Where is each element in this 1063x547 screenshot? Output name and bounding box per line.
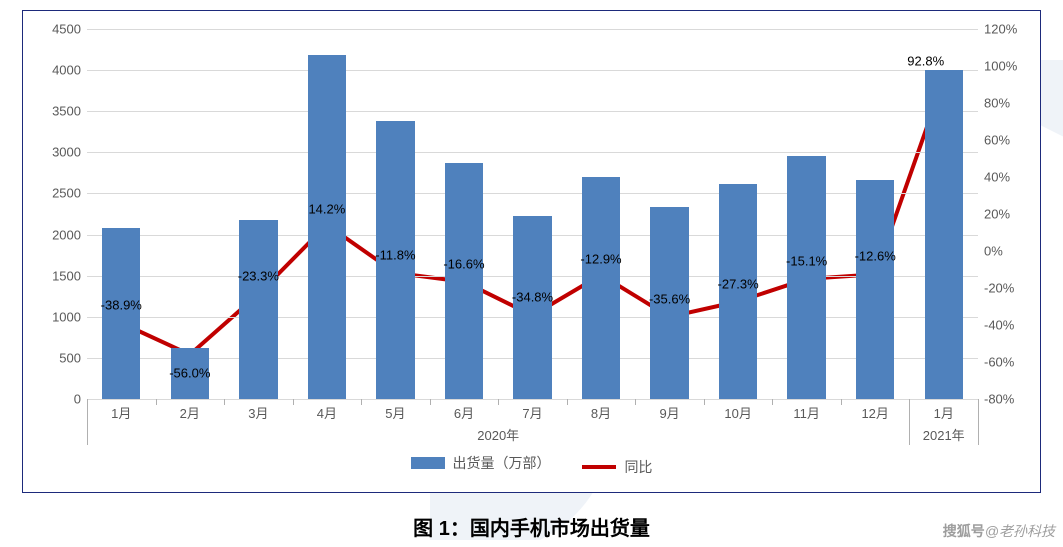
bar xyxy=(787,156,825,399)
line-data-label: -23.3% xyxy=(238,269,279,284)
y-right-tick: 80% xyxy=(978,96,1010,111)
x-tick xyxy=(498,399,499,405)
gridline xyxy=(87,399,978,400)
attribution-source: 搜狐号 xyxy=(943,523,985,539)
y-right-tick: 120% xyxy=(978,22,1017,37)
x-axis-years: 2020年 2021年 xyxy=(87,425,978,447)
y-left-tick: 3000 xyxy=(52,145,87,160)
x-tick-label: 12月 xyxy=(861,403,888,422)
legend-bar-label: 出货量（万部） xyxy=(453,453,551,473)
x-tick-label: 7月 xyxy=(522,403,542,422)
line-data-label: -34.8% xyxy=(512,290,553,305)
x-tick-label: 3月 xyxy=(248,403,268,422)
bar xyxy=(239,220,277,399)
x-tick-label: 11月 xyxy=(793,403,820,422)
y-left-tick: 0 xyxy=(74,392,87,407)
y-left-tick: 500 xyxy=(59,350,87,365)
y-left-tick: 2500 xyxy=(52,186,87,201)
legend-line-label: 同比 xyxy=(624,457,652,477)
bar xyxy=(308,55,346,399)
line-data-label: 14.2% xyxy=(308,201,345,216)
line-data-label: 92.8% xyxy=(907,54,944,69)
x-group-separator xyxy=(909,399,910,445)
legend-bar: 出货量（万部） xyxy=(411,453,551,473)
x-tick xyxy=(704,399,705,405)
legend-bar-swatch xyxy=(411,457,445,469)
x-tick xyxy=(635,399,636,405)
y-right-tick: -80% xyxy=(978,392,1014,407)
x-tick-label: 10月 xyxy=(724,403,751,422)
plot-area: 050010001500200025003000350040004500-80%… xyxy=(87,29,978,399)
x-tick-label: 2月 xyxy=(180,403,200,422)
x-tick xyxy=(772,399,773,405)
x-axis-months: 1月 2月 3月 4月 5月 6月 7月 8月 9月 10月 11月 12月 1月 xyxy=(87,403,978,425)
gridline xyxy=(87,152,978,153)
line-data-label: -12.9% xyxy=(580,251,621,266)
legend-line-swatch xyxy=(582,465,616,469)
attribution-author: @老孙科技 xyxy=(985,523,1055,539)
y-left-tick: 1000 xyxy=(52,309,87,324)
x-tick xyxy=(293,399,294,405)
line-data-label: -35.6% xyxy=(649,291,690,306)
chart-border: 0 500 1000 1500 2000 2500 3000 3500 4000 4500 -80%… xyxy=(22,10,1041,493)
bar xyxy=(102,228,140,399)
line-data-label: -27.3% xyxy=(718,276,759,291)
bar xyxy=(856,180,894,399)
gridline xyxy=(87,193,978,194)
bar xyxy=(513,216,551,399)
x-tick xyxy=(567,399,568,405)
line-data-label: -15.1% xyxy=(786,253,827,268)
bar xyxy=(445,163,483,399)
line-data-label: -12.6% xyxy=(855,249,896,264)
legend: 出货量（万部） 同比 xyxy=(23,453,1040,477)
y-right-tick: 0% xyxy=(978,244,1003,259)
x-group-separator xyxy=(978,399,979,445)
line-data-label: -11.8% xyxy=(375,247,415,262)
y-left-tick: 4000 xyxy=(52,63,87,78)
x-group-label: 2021年 xyxy=(923,425,965,444)
y-right-tick: -40% xyxy=(978,318,1014,333)
gridline xyxy=(87,29,978,30)
gridline xyxy=(87,70,978,71)
x-tick-label: 9月 xyxy=(659,403,679,422)
gridline xyxy=(87,111,978,112)
x-tick-label: 8月 xyxy=(591,403,611,422)
x-tick-label: 6月 xyxy=(454,403,474,422)
y-left-tick: 3500 xyxy=(52,104,87,119)
y-right-tick: 40% xyxy=(978,170,1010,185)
x-tick-label: 1月 xyxy=(111,403,131,422)
legend-line: 同比 xyxy=(582,457,652,477)
bar xyxy=(925,70,963,399)
x-tick-label: 4月 xyxy=(317,403,337,422)
chart-container: 0 500 1000 1500 2000 2500 3000 3500 4000 4500 -80%… xyxy=(0,0,1063,547)
y-right-tick: -20% xyxy=(978,281,1014,296)
y-right-tick: 60% xyxy=(978,133,1010,148)
x-tick-label: 5月 xyxy=(385,403,405,422)
x-tick xyxy=(841,399,842,405)
x-group-label: 2020年 xyxy=(477,425,519,444)
figure-caption: 图 1：国内手机市场出货量 xyxy=(0,512,1063,541)
x-tick xyxy=(361,399,362,405)
line-data-label: -38.9% xyxy=(101,297,142,312)
attribution: 搜狐号@老孙科技 xyxy=(943,521,1055,541)
bar xyxy=(719,184,757,399)
y-right-tick: -60% xyxy=(978,355,1014,370)
y-right-tick: 100% xyxy=(978,59,1017,74)
y-left-tick: 4500 xyxy=(52,22,87,37)
bar xyxy=(582,177,620,399)
x-tick xyxy=(430,399,431,405)
y-left-tick: 1500 xyxy=(52,268,87,283)
y-left-tick: 2000 xyxy=(52,227,87,242)
x-group-separator xyxy=(87,399,88,445)
x-tick xyxy=(156,399,157,405)
x-tick-label: 1月 xyxy=(934,403,954,422)
x-tick xyxy=(224,399,225,405)
line-data-label: -56.0% xyxy=(169,365,210,380)
line-data-label: -16.6% xyxy=(443,256,484,271)
y-right-tick: 20% xyxy=(978,207,1010,222)
